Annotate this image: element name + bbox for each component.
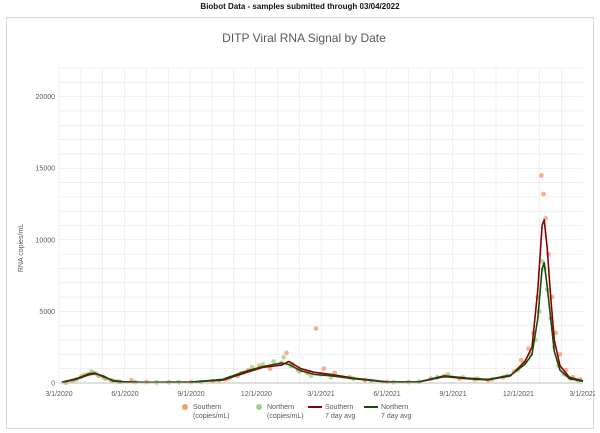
data-point xyxy=(539,258,545,264)
y-tick-label: 0 xyxy=(51,381,55,388)
y-tick-label: 20000 xyxy=(36,94,56,101)
data-point xyxy=(284,350,289,356)
axes: 0 5000 10000 15000 20000 3/1/2020 6/1/2020 9/1/… xyxy=(36,94,595,398)
x-tick-label: 12/1/2021 xyxy=(503,391,534,398)
avg-lines xyxy=(61,219,584,384)
data-point xyxy=(271,359,277,364)
chart-svg: DITP Viral RNA Signal by Date 0 5000 10000… xyxy=(18,31,595,420)
x-tick-label: 12/1/2020 xyxy=(241,391,272,398)
data-point xyxy=(557,351,563,357)
data-point xyxy=(538,172,544,178)
y-tick-label: 15000 xyxy=(36,166,56,173)
legend-label: Northern xyxy=(381,404,408,411)
data-point xyxy=(281,354,287,360)
legend-label: Southern xyxy=(193,404,222,411)
legend-label: Northern xyxy=(267,404,294,411)
legend-sublabel: 7 day avg xyxy=(381,413,411,420)
legend-marker xyxy=(182,404,188,410)
x-tick-label: 3/1/2020 xyxy=(45,391,72,398)
avg-line xyxy=(61,261,584,384)
data-point xyxy=(526,346,531,352)
y-tick-label: 5000 xyxy=(39,309,55,316)
data-point xyxy=(267,366,273,372)
x-tick-label: 6/1/2021 xyxy=(373,391,400,398)
data-point xyxy=(541,191,546,197)
gridlines xyxy=(58,67,583,384)
legend-sublabel: (copies/mL) xyxy=(193,413,230,420)
x-tick-label: 9/1/2020 xyxy=(177,391,204,398)
data-points xyxy=(63,172,583,386)
y-tick-label: 10000 xyxy=(36,237,56,244)
chart-frame: DITP Viral RNA Signal by Date 0 5000 10000… xyxy=(6,17,595,429)
y-axis-label: RNA copies/mL xyxy=(18,224,25,272)
data-point xyxy=(308,373,314,379)
x-tick-label: 3/1/2021 xyxy=(307,391,334,398)
x-tick-label: 6/1/2020 xyxy=(111,391,138,398)
x-tick-label: 9/1/2021 xyxy=(439,391,466,398)
page-caption: Biobot Data - samples submitted through … xyxy=(200,2,400,11)
data-point xyxy=(313,326,319,331)
avg-line xyxy=(61,219,584,384)
x-tick-label: 3/1/2022 xyxy=(569,391,595,398)
legend-label: Southern xyxy=(325,404,354,411)
chart-title: DITP Viral RNA Signal by Date xyxy=(222,31,386,45)
legend-sublabel: (copies/mL) xyxy=(267,413,304,420)
legend-marker xyxy=(256,404,262,410)
legend-sublabel: 7 day avg xyxy=(325,413,355,420)
data-point xyxy=(321,366,327,372)
legend: Southern (copies/mL) Northern (copies/mL) So… xyxy=(182,404,411,420)
